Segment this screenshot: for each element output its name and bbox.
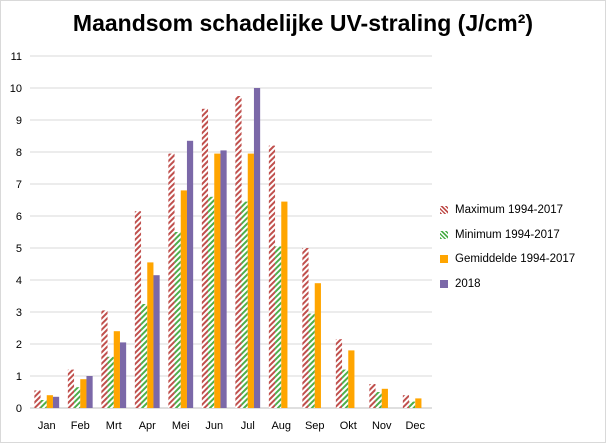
bar-maximum-1994-2017-mrt	[101, 310, 108, 408]
bar-maximum-1994-2017-dec	[402, 395, 410, 408]
x-tick-label: Aug	[271, 420, 291, 432]
bar-gemiddelde-1994-2017-feb	[80, 379, 87, 408]
bar-gemiddelde-1994-2017-jun	[214, 153, 221, 408]
bar-gemiddelde-1994-2017-jan	[46, 395, 53, 408]
bar-gemiddelde-1994-2017-sep	[314, 283, 321, 408]
bar-2018-mrt	[119, 342, 127, 408]
y-tick-label: 8	[16, 147, 22, 159]
bar-minimum-1994-2017-nov	[375, 392, 382, 408]
legend-swatch	[440, 279, 448, 288]
bar-minimum-1994-2017-jul	[241, 201, 248, 408]
y-tick-label: 5	[16, 243, 22, 255]
y-tick-label: 9	[16, 115, 22, 127]
x-tick-label: Jul	[241, 420, 255, 432]
legend-swatch	[440, 230, 448, 239]
legend-label: 2018	[455, 277, 481, 290]
bar-gemiddelde-1994-2017-aug	[281, 201, 288, 408]
bar-gemiddelde-1994-2017-mrt	[113, 331, 120, 408]
x-tick-label: Jan	[38, 420, 56, 432]
bar-maximum-1994-2017-apr	[134, 211, 142, 408]
legend-swatch	[440, 206, 448, 215]
bar-gemiddelde-1994-2017-dec	[415, 398, 422, 408]
y-tick-label: 6	[16, 211, 22, 223]
bar-2018-jun	[220, 150, 227, 408]
x-tick-label: Apr	[139, 420, 156, 432]
y-tick-label: 11	[11, 51, 22, 63]
y-tick-label: 0	[16, 403, 22, 415]
x-tick-label: Mei	[172, 420, 190, 432]
legend-item: 2018	[440, 272, 575, 297]
bar-minimum-1994-2017-jan	[40, 400, 47, 408]
x-tick-label: Sep	[305, 420, 325, 432]
x-tick-label: Jun	[205, 420, 223, 432]
x-tick-label: Feb	[71, 420, 90, 432]
bar-minimum-1994-2017-dec	[409, 401, 416, 408]
bar-maximum-1994-2017-sep	[302, 248, 309, 408]
legend-item: Maximum 1994-2017	[440, 198, 575, 223]
y-tick-label: 4	[16, 275, 22, 287]
bar-minimum-1994-2017-okt	[342, 369, 349, 408]
bar-gemiddelde-1994-2017-mei	[180, 190, 187, 408]
bar-gemiddelde-1994-2017-jul	[247, 153, 254, 408]
chart-title: Maandsom schadelijke UV-straling (J/cm²)	[72, 10, 534, 36]
x-tick-label: Nov	[372, 420, 392, 432]
bar-minimum-1994-2017-mrt	[107, 356, 114, 408]
bar-minimum-1994-2017-feb	[74, 387, 81, 408]
bar-gemiddelde-1994-2017-apr	[147, 262, 154, 408]
legend: Maximum 1994-2017 Minimum 1994-2017 Gemidd…	[440, 198, 575, 296]
bar-gemiddelde-1994-2017-okt	[348, 350, 355, 408]
bar-maximum-1994-2017-aug	[268, 145, 276, 408]
legend-label: Minimum 1994-2017	[455, 228, 560, 241]
legend-item: Gemiddelde 1994-2017	[440, 247, 575, 272]
y-tick-label: 7	[16, 179, 22, 191]
bar-gemiddelde-1994-2017-nov	[381, 388, 388, 408]
bar-maximum-1994-2017-nov	[369, 384, 376, 408]
legend-swatch	[440, 255, 448, 264]
bar-2018-mei	[186, 140, 194, 409]
bar-minimum-1994-2017-aug	[275, 246, 282, 408]
legend-label: Gemiddelde 1994-2017	[455, 253, 576, 266]
bar-maximum-1994-2017-okt	[335, 339, 343, 408]
bar-minimum-1994-2017-apr	[141, 304, 148, 408]
bar-2018-jul	[253, 88, 261, 408]
y-tick-label: 10	[10, 83, 22, 95]
bar-maximum-1994-2017-jun	[201, 108, 209, 409]
legend-label: Maximum 1994-2017	[455, 204, 564, 217]
legend-item: Minimum 1994-2017	[440, 223, 575, 248]
y-tick-label: 1	[16, 371, 22, 383]
bar-minimum-1994-2017-mei	[174, 232, 181, 408]
bar-maximum-1994-2017-jan	[34, 390, 41, 408]
bar-minimum-1994-2017-sep	[308, 313, 315, 408]
y-tick-label: 2	[16, 339, 22, 351]
bar-minimum-1994-2017-jun	[208, 196, 215, 408]
bar-maximum-1994-2017-feb	[67, 369, 75, 408]
bar-maximum-1994-2017-jul	[235, 96, 242, 408]
bar-2018-jan	[52, 396, 60, 408]
x-tick-label: Mrt	[106, 420, 122, 432]
bar-2018-feb	[86, 376, 93, 408]
x-tick-label: Okt	[340, 420, 357, 432]
bar-2018-apr	[153, 275, 160, 408]
x-tick-label: Dec	[405, 420, 425, 432]
y-tick-label: 3	[16, 307, 22, 319]
bar-maximum-1994-2017-mei	[168, 153, 175, 408]
